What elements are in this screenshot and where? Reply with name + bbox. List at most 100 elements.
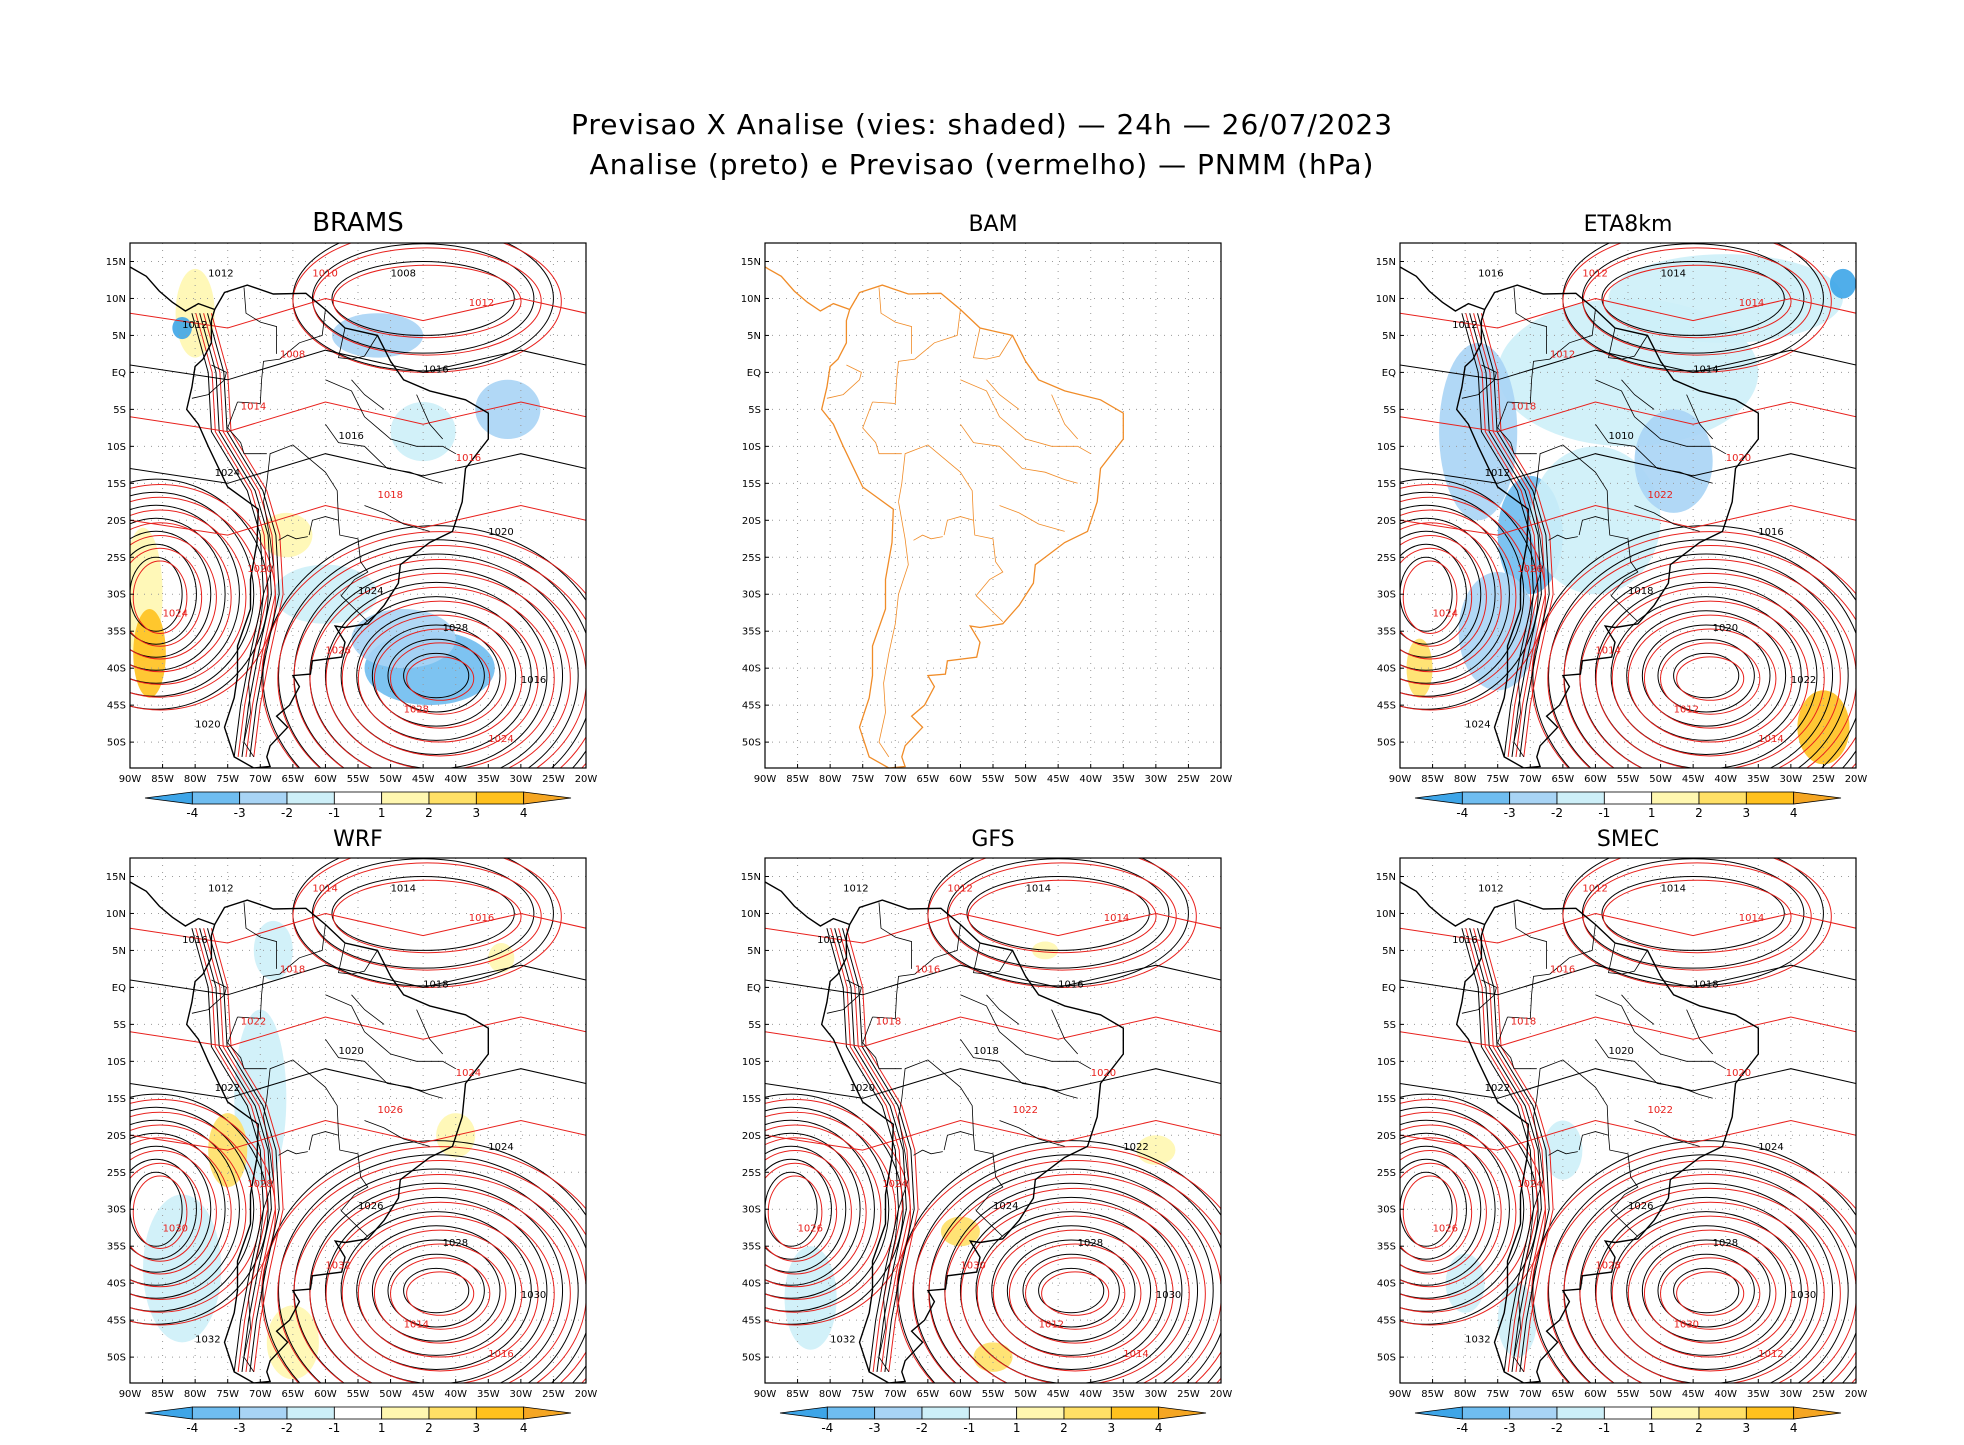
isobar-forecast <box>130 522 232 673</box>
lat-tick-label: 10N <box>1376 294 1396 305</box>
isobar-analysis <box>1626 1225 1787 1356</box>
contour-label-analysis: 1020 <box>195 719 220 730</box>
isobar-forecast <box>325 1201 555 1383</box>
lon-tick-label: 85W <box>786 774 809 785</box>
contour-label-forecast: 1024 <box>163 608 188 619</box>
lon-tick-label: 70W <box>884 1389 907 1400</box>
country-border <box>1608 942 1648 975</box>
contour-label-analysis: 1022 <box>215 1083 240 1094</box>
isobar-forecast <box>830 928 904 1372</box>
lat-tick-label: 15S <box>107 479 126 490</box>
contour-label-analysis: 1012 <box>208 268 233 279</box>
lon-tick-label: 90W <box>754 774 777 785</box>
isobar-analysis <box>765 1145 847 1273</box>
isobar-forecast <box>130 1099 276 1326</box>
isobar-forecast <box>277 1160 586 1383</box>
lat-tick-label: 40S <box>1377 664 1396 675</box>
isobar-forecast <box>967 879 1157 954</box>
colorbar-swatch <box>1063 1406 1112 1420</box>
isobar-analysis <box>1601 260 1785 336</box>
colorbar-label: 2 <box>425 1421 433 1435</box>
bias-shade <box>1829 268 1856 299</box>
isobar-analysis <box>1610 1211 1802 1371</box>
country-border <box>1507 309 1596 404</box>
country-border <box>898 444 1004 622</box>
country-border <box>278 1149 308 1156</box>
contour-label-forecast: 1024 <box>882 1179 907 1190</box>
lon-tick-label: 20W <box>1845 774 1868 785</box>
lon-tick-label: 65W <box>917 774 940 785</box>
isobar-forecast <box>1400 1124 1517 1300</box>
isobar-forecast <box>390 1257 491 1330</box>
contour-label-forecast: 1026 <box>325 645 350 656</box>
lon-tick-label: 30W <box>1145 1389 1168 1400</box>
lon-tick-label: 30W <box>510 774 533 785</box>
isobar-forecast <box>357 1229 523 1358</box>
lon-tick-label: 25W <box>1812 774 1835 785</box>
contour-label-forecast: 1012 <box>1039 1320 1064 1331</box>
isobar-analysis <box>1038 1267 1105 1314</box>
isobar-analysis <box>1532 1140 1856 1383</box>
colorbar-label: -1 <box>328 806 340 820</box>
lat-tick-label: 10N <box>1376 909 1396 920</box>
colorbar-label: -2 <box>1551 806 1563 820</box>
isobar-forecast <box>203 928 276 1372</box>
isobar-analysis <box>1461 313 1535 757</box>
colorbar-swatch <box>428 1406 477 1420</box>
colorbar-label: 4 <box>520 1421 528 1435</box>
lon-tick-label: 80W <box>819 1389 842 1400</box>
lat-tick-label: 5S <box>113 405 126 416</box>
country-border <box>943 1131 974 1151</box>
contour-label-forecast: 1030 <box>163 1223 188 1234</box>
country-border <box>862 1016 902 1070</box>
bias-shade <box>260 512 313 558</box>
lat-tick-label: 10N <box>106 294 126 305</box>
colorbar-label: -3 <box>1504 1421 1516 1435</box>
country-border <box>960 994 1091 1070</box>
isobar-analysis <box>191 928 265 1372</box>
lat-tick-label: 35S <box>1377 627 1396 638</box>
isobar-forecast <box>1400 522 1502 673</box>
lon-tick-label: 20W <box>1210 774 1233 785</box>
country-border <box>1513 501 1544 758</box>
country-border <box>1051 1009 1079 1055</box>
colorbar-label: 4 <box>1790 806 1798 820</box>
contour-label-forecast: 1020 <box>1726 453 1751 464</box>
lon-tick-label: 55W <box>347 1389 370 1400</box>
isobar-forecast <box>130 1119 586 1151</box>
isobar-analysis <box>959 1196 1183 1383</box>
contour-label-forecast: 1018 <box>1511 1016 1536 1027</box>
isobar-forecast <box>390 642 491 715</box>
contour-label-forecast: 1026 <box>798 1223 823 1234</box>
lat-tick-label: 5N <box>112 946 126 957</box>
country-border <box>973 942 1013 975</box>
isobar-analysis <box>765 1171 818 1247</box>
lat-tick-label: 5N <box>747 946 761 957</box>
isobar-forecast <box>927 858 1197 988</box>
lon-tick-label: 80W <box>184 774 207 785</box>
colorbar-swatch <box>1745 1406 1795 1420</box>
isobar-analysis <box>1641 1239 1771 1342</box>
isobar-forecast <box>1008 1243 1142 1344</box>
isobar-analysis <box>130 1119 240 1299</box>
contour-label-analysis: 1014 <box>1026 883 1051 894</box>
lon-tick-label: 20W <box>1210 1389 1233 1400</box>
colorbar-swatch <box>191 791 241 805</box>
colorbar-label: 4 <box>520 806 528 820</box>
contour-label-analysis: 1024 <box>1465 719 1490 730</box>
lat-tick-label: EQ <box>747 368 761 379</box>
contour-label-analysis: 1016 <box>1452 935 1477 946</box>
country-border <box>973 327 1013 360</box>
isobar-analysis <box>1477 313 1550 757</box>
lon-tick-label: 85W <box>1421 774 1444 785</box>
figure-title-line1: Previsao X Analise (vies: shaded) — 24h … <box>570 108 1394 141</box>
lat-tick-label: EQ <box>112 983 126 994</box>
contour-label-forecast: 1028 <box>404 705 429 716</box>
isobar-analysis <box>1400 504 1510 684</box>
colorbar-swatch <box>1793 791 1842 805</box>
isobar-analysis <box>897 1140 1221 1383</box>
colorbar-swatch <box>1509 1406 1558 1420</box>
lon-tick-label: 80W <box>819 774 842 785</box>
contour-label-forecast: 1014 <box>1739 298 1764 309</box>
country-border <box>1051 394 1079 440</box>
